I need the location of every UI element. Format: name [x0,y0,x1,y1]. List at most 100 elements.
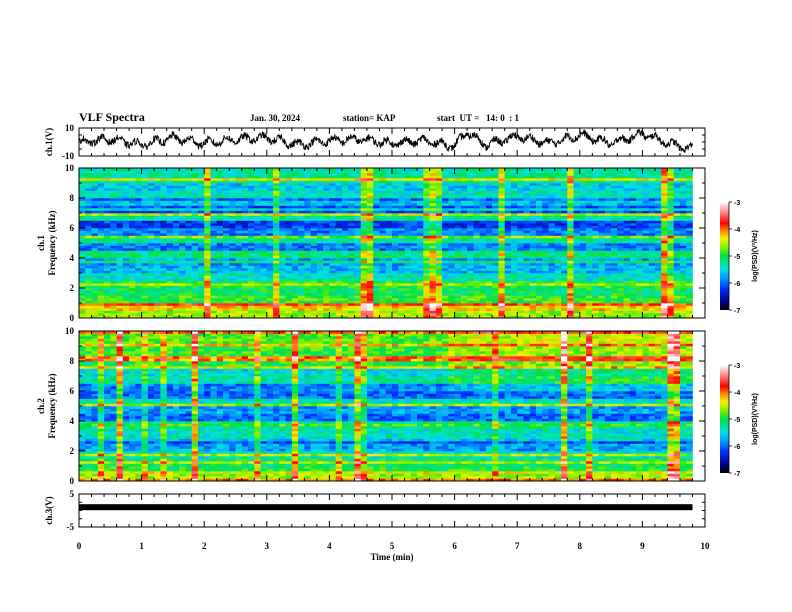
spectrogram-cell [392,260,399,264]
spectrogram-cell [316,298,324,301]
spectrogram-cell [561,303,568,306]
spectrogram-cell [260,215,268,219]
spectrogram-cell [542,218,549,221]
spectrogram-cell [517,305,524,309]
spectrogram-cell [542,200,549,204]
spectrogram-cell [504,258,512,261]
spectrogram-cell [654,268,662,271]
spectrogram-cell [485,303,493,306]
spectrogram-cell [567,315,574,319]
spectrogram-cell [679,303,687,306]
spectrogram-cell [604,220,612,224]
spectrogram-cell [147,303,155,306]
spectrogram-cell [166,278,174,281]
spectrogram-cell [254,268,261,271]
spectrogram-cell [366,285,374,289]
spectrogram-cell [304,278,311,281]
spectrogram-cell [473,265,480,269]
spectrogram-cell [216,253,224,256]
spectrogram-cell [510,258,518,261]
spectrogram-cell [604,253,612,256]
spectrogram-cell [341,293,349,296]
spectrogram-cell [260,218,268,221]
spectrogram-cell [197,295,205,299]
spectrogram-cell [354,298,361,301]
spectrogram-cell [442,265,449,269]
spectrogram-cell [504,233,512,236]
spectrogram-cell [417,283,424,286]
spectrogram-cell [291,243,299,246]
spectrogram-cell [417,220,424,224]
spectrogram-cell [592,198,599,201]
spectrogram-cell [492,233,499,236]
spectrogram-cell [279,268,286,271]
spectrogram-cell [191,288,199,291]
spectrogram-cell [323,295,330,299]
spectrogram-cell [116,208,124,211]
spectrogram-cell [448,240,455,244]
spectrogram-cell [554,193,562,196]
spectrogram-cell [586,240,593,244]
spectrogram-cell [392,230,399,234]
spectrogram-cell [373,250,380,254]
spectrogram-cell [104,248,111,251]
spectrogram-cell [573,305,581,309]
spectrogram-cell [392,190,399,194]
spectrogram-cell [229,240,236,244]
spectrogram-cell [348,290,355,294]
spectrogram-cell [373,200,380,204]
spectrogram-cell [611,313,618,316]
spectrogram-cell [510,290,518,294]
spectrogram-cell [285,238,293,241]
spectrogram-cell [510,310,518,314]
spectrogram-cell [529,238,537,241]
spectrogram-cell [260,263,268,266]
spectrogram-cell [523,240,531,244]
spectrogram-cell [348,235,355,239]
spectrogram-cell [210,210,218,214]
spectrogram-cell [485,225,493,229]
spectrogram-cell [448,308,455,311]
spectrogram-cell [229,190,236,194]
spectrogram-cell [523,288,531,291]
spectrogram-cell [554,300,562,304]
spectrogram-cell [636,218,643,221]
spectrogram-cell [254,315,261,319]
spectrogram-cell [172,283,180,286]
spectrogram-cell [197,265,205,269]
spectrogram-cell [191,270,199,274]
spectrogram-cell [316,278,324,281]
spectrogram-cell [335,260,343,264]
spectrogram-cell [623,273,631,276]
spectrogram-cell [360,295,368,299]
spectrogram-cell [517,273,524,276]
spectrogram-cell [667,198,674,201]
spectrogram-cell [410,308,418,311]
spectrogram-cell [304,260,311,264]
spectrogram-cell [285,255,293,259]
spectrogram-cell [135,200,142,204]
spectrogram-cell [254,220,261,224]
spectrogram-cell [85,240,92,244]
spectrogram-cell [135,203,142,206]
spectrogram-cell [104,225,111,229]
spectrogram-cell [504,315,512,319]
spectrogram-cell [235,203,243,206]
spectrogram-cell [298,233,305,236]
spectrogram-cell [404,190,412,194]
spectrogram-cell [323,233,330,236]
spectrogram-cell [110,205,117,209]
spectrogram-cell [498,298,505,301]
spectrogram-cell [661,223,668,226]
spectrogram-cell [91,195,99,199]
spectrogram-cell [479,215,487,219]
spectrogram-cell [210,295,218,299]
spectrogram-cell [341,215,349,219]
spectrogram-cell [523,245,531,249]
spectrogram-cell [97,303,105,306]
spectrogram-cell [561,265,568,269]
spectrogram-cell [122,220,130,224]
spectrogram-cell [360,200,368,204]
spectrogram-cell [266,238,274,241]
spectrogram-cell [485,215,493,219]
